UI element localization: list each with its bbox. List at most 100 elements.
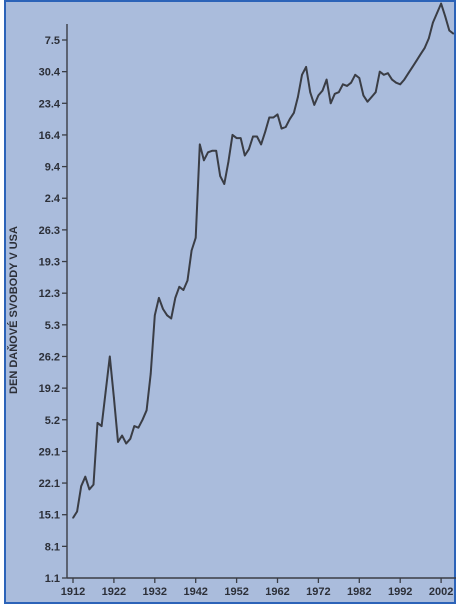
data-point [370,96,373,98]
data-point [149,373,152,375]
x-tick-label: 1922 [102,586,126,598]
data-point [268,116,271,119]
data-point [109,355,111,358]
y-tick-label: 30.4 [39,67,61,79]
data-point [129,437,132,440]
x-axis-ticks: 1912 1922 1932 1942 1952 1962 1972 1982 1992 2002 [61,578,453,598]
data-point [407,72,410,75]
y-tick-label: 22.1 [39,478,60,490]
data-point [411,66,414,68]
data-point [125,442,127,445]
y-tick-label: 26.3 [39,225,60,237]
y-tick-label: 19.3 [39,257,60,269]
data-point [423,47,426,49]
data-point [428,37,430,40]
data-point [395,81,397,84]
data-point [207,151,209,154]
data-point [358,77,361,79]
data-point [280,127,283,130]
data-point [182,289,185,291]
data-point [133,425,136,427]
data-point [170,317,172,320]
x-tick-label: 1942 [183,586,207,598]
data-point [403,78,406,81]
y-tick-label: 1.1 [45,573,60,585]
y-tick-label: 19.2 [39,383,60,395]
y-tick-label: 12.3 [39,288,60,300]
y-tick-label: 26.2 [39,351,60,363]
data-point [354,74,357,76]
data-point [203,159,205,162]
data-point [333,93,336,95]
x-tick-label: 1932 [143,586,167,598]
data-point [338,91,340,94]
data-point [436,12,438,14]
data-point [84,475,87,478]
data-point [141,418,144,421]
data-point [76,510,78,513]
data-point [194,236,197,239]
data-point [276,113,279,116]
data-point [346,85,348,87]
data-point [186,279,189,282]
data-point [452,32,455,35]
data-point [325,78,328,81]
data-point [219,175,222,177]
data-point [288,118,291,120]
data-point [239,137,242,139]
chart-panel: 7.5 30.4 23.4 16.4 9.4 2.4 26.3 19.3 12.3 5.3 26.2… [4,0,456,604]
x-tick-label: 1992 [388,586,412,598]
data-point [342,83,344,86]
series-points [72,2,455,519]
data-point [72,517,74,519]
data-point [100,425,103,427]
x-tick-label: 1982 [347,586,371,598]
data-point [387,72,389,75]
data-point [88,488,91,491]
y-tick-label: 5.2 [45,415,60,427]
x-tick-label: 1972 [306,586,330,598]
data-point [215,149,217,152]
data-point [190,249,193,252]
data-point [284,126,287,128]
data-point [104,390,107,393]
y-tick-label: 9.4 [45,162,61,174]
y-tick-label: 5.3 [45,320,60,332]
data-point [178,286,181,288]
data-point [227,161,230,163]
data-point [198,143,201,146]
data-point [121,434,123,437]
data-point [80,485,82,488]
data-point [378,70,381,73]
y-tick-label: 16.4 [39,130,61,142]
x-tick-label: 1912 [61,586,85,598]
y-axis-label: DEN DAŇOVÉ SVOBODY V USA [7,226,20,394]
y-tick-label: 29.1 [39,446,60,458]
x-tick-label: 2002 [429,586,453,598]
data-point [92,483,95,486]
y-tick-label: 15.1 [39,510,60,522]
data-point [297,96,299,98]
chart-border [4,0,456,604]
data-point [96,422,99,424]
data-point [432,21,434,24]
data-point [252,135,254,138]
data-point [117,441,119,443]
data-point [223,183,226,185]
data-point [137,426,140,429]
y-tick-label: 7.5 [45,35,60,47]
data-point [145,409,148,412]
data-point [243,154,246,157]
data-point [440,2,442,5]
data-point [350,81,352,84]
data-point [448,29,451,32]
data-point [264,130,267,133]
data-point [248,148,250,150]
data-point [419,53,422,56]
data-point [260,143,262,146]
chart-background [4,0,456,604]
data-point [313,104,316,106]
x-tick-label: 1962 [265,586,289,598]
data-point [366,100,369,103]
data-point [158,297,160,299]
